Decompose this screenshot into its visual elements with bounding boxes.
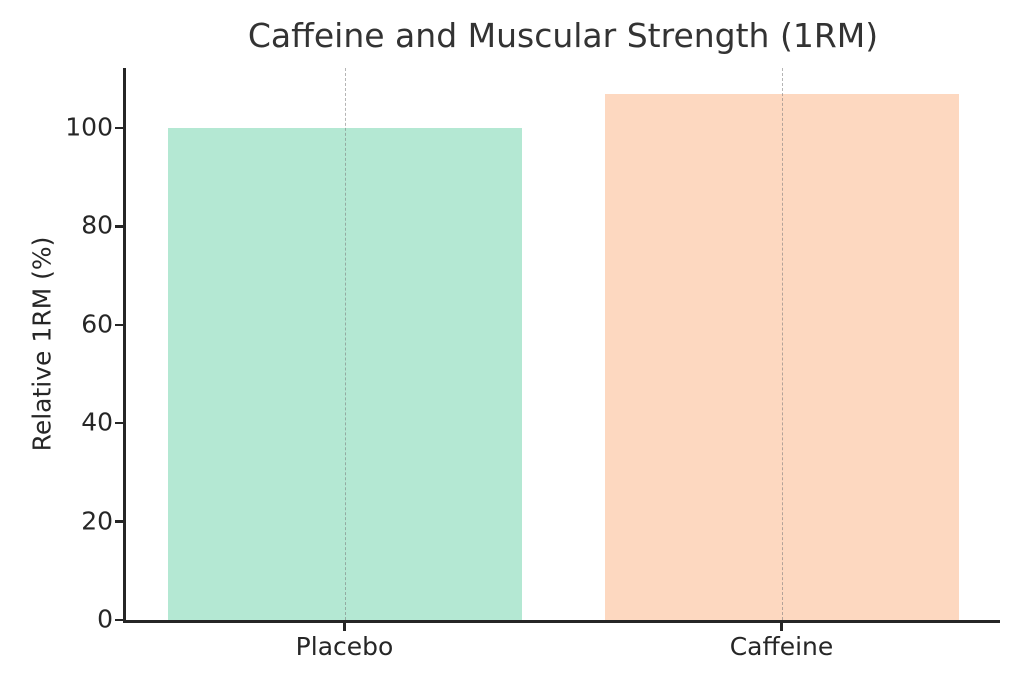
y-tick-mark (115, 323, 123, 327)
x-tick-label: Placebo (295, 632, 394, 661)
x-tick-label: Caffeine (729, 632, 834, 661)
chart-title: Caffeine and Muscular Strength (1RM) (247, 16, 879, 55)
gridline-placebo (344, 68, 346, 620)
y-tick-label: 80 (81, 210, 113, 240)
y-tick-mark (115, 618, 123, 622)
y-tick-label: 100 (65, 112, 113, 142)
y-tick-mark (115, 520, 123, 523)
y-tick-label: 40 (81, 407, 113, 437)
y-tick-label: 0 (97, 604, 113, 634)
plot-area (126, 68, 1000, 620)
y-tick-label: 60 (81, 309, 113, 339)
y-tick-label: 20 (81, 505, 113, 535)
y-axis-spine (123, 68, 126, 623)
x-tick-mark (780, 623, 783, 631)
y-tick-mark (115, 126, 123, 130)
y-tick-mark (115, 225, 123, 228)
x-axis-spine (123, 620, 1000, 623)
gridline-caffeine (781, 68, 783, 620)
x-tick-mark (343, 623, 346, 631)
y-tick-mark (115, 421, 123, 425)
